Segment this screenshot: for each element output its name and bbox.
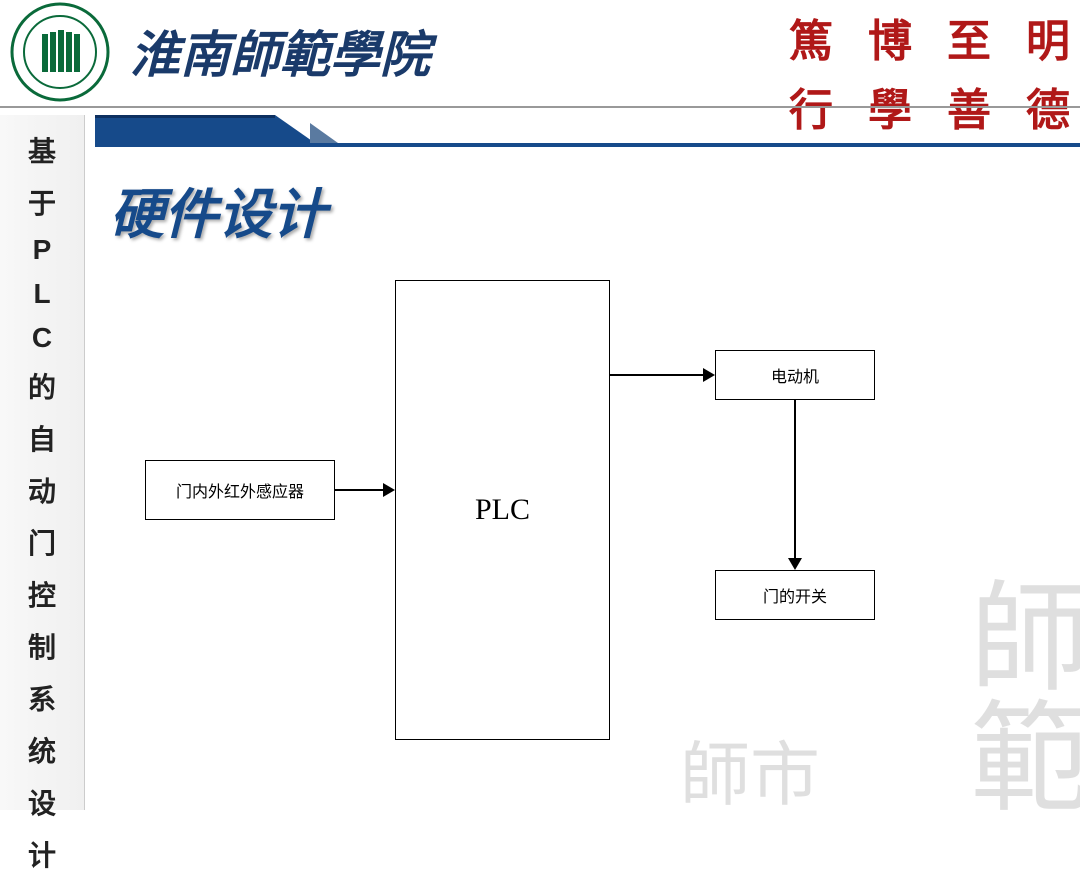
arrow-head-icon (703, 368, 715, 382)
node-plc-label: PLC (475, 493, 530, 527)
sidebar-char: 于 (28, 182, 56, 222)
arrow-head-icon (383, 483, 395, 497)
motto-col-2: 至 善 (947, 5, 991, 138)
school-logo (10, 2, 110, 102)
header: 淮南師範學院 篤 行 博 學 至 善 明 德 (0, 0, 1080, 108)
content-area: 硬件设计 门内外红外感应器 PLC 电动机 门的开关 師範 師市 (95, 150, 1080, 810)
motto: 篤 行 博 學 至 善 明 德 (789, 5, 1070, 138)
node-door-label: 门的开关 (763, 583, 827, 607)
blue-tab-triangle-light (310, 123, 338, 143)
motto-col-3: 明 德 (1026, 5, 1070, 138)
node-motor-label: 电动机 (771, 363, 819, 387)
sidebar: 基 于 P L C 的 自 动 门 控 制 系 统 设 计 (0, 115, 85, 810)
node-sensor: 门内外红外感应器 (145, 460, 335, 520)
motto-char: 明 (1026, 5, 1070, 69)
sidebar-char: 的 (28, 366, 56, 406)
arrow-head-icon (788, 558, 802, 570)
node-motor: 电动机 (715, 350, 875, 400)
header-divider (0, 106, 1080, 108)
school-name: 淮南師範學院 (130, 15, 430, 87)
sidebar-char: P (33, 234, 52, 266)
blue-underline (95, 143, 1080, 147)
sidebar-char: 门 (28, 522, 56, 562)
edge-sensor-plc (335, 489, 385, 491)
blue-tab-triangle (275, 115, 315, 143)
sidebar-char: 控 (28, 574, 56, 614)
node-sensor-label: 门内外红外感应器 (176, 478, 304, 502)
sidebar-char: 自 (28, 418, 56, 458)
motto-char: 至 (947, 5, 991, 69)
motto-col-1: 博 學 (868, 5, 912, 138)
sidebar-char: 设 (28, 782, 56, 822)
tab-decoration (95, 115, 338, 143)
sidebar-char: 制 (28, 626, 56, 666)
blue-tab (95, 115, 275, 143)
motto-char: 博 (868, 5, 912, 69)
node-plc: PLC (395, 280, 610, 740)
sidebar-char: 计 (28, 834, 56, 874)
sidebar-char: 系 (28, 678, 56, 718)
motto-char: 篤 (789, 5, 833, 69)
edge-plc-motor (610, 374, 705, 376)
sidebar-char: 统 (28, 730, 56, 770)
hardware-diagram: 门内外红外感应器 PLC 电动机 门的开关 (95, 270, 1080, 790)
sidebar-char: 基 (28, 130, 56, 170)
node-door: 门的开关 (715, 570, 875, 620)
sidebar-char: 动 (28, 470, 56, 510)
sidebar-char: L (33, 278, 50, 310)
edge-motor-door (794, 400, 796, 560)
sidebar-char: C (32, 322, 52, 354)
motto-col-0: 篤 行 (789, 5, 833, 138)
section-title: 硬件设计 (110, 170, 326, 249)
